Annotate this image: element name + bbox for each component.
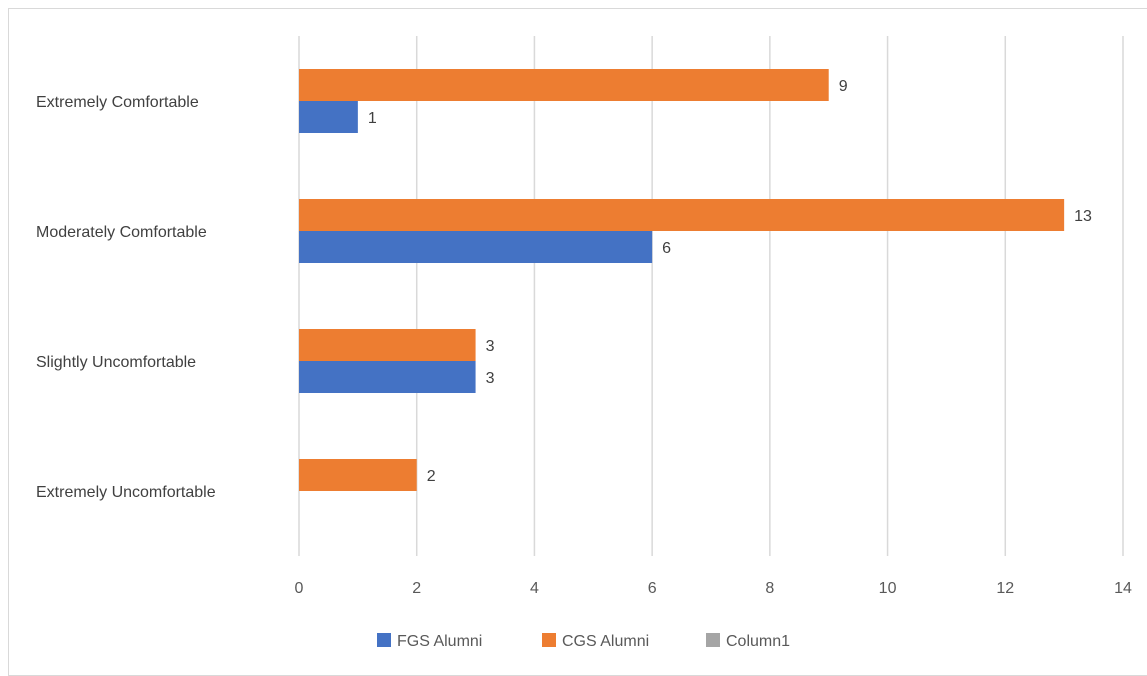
gridlines xyxy=(298,36,1124,556)
legend: FGS Alumni CGS Alumni Column1 xyxy=(377,633,790,650)
chart-frame xyxy=(8,8,1147,676)
bar-fgs-alumni xyxy=(299,101,358,133)
x-tick-label: 4 xyxy=(530,580,539,597)
data-label: 3 xyxy=(486,370,495,387)
category-label: Extremely Comfortable xyxy=(36,94,199,111)
value-labels: 2 3 3 6 13 1 9 xyxy=(368,78,1092,485)
bars xyxy=(299,69,1065,491)
bar-cgs-alumni xyxy=(299,459,417,491)
data-label: 2 xyxy=(427,468,436,485)
legend-label: FGS Alumni xyxy=(397,633,482,650)
x-tick-label: 12 xyxy=(996,580,1014,597)
x-tick-label: 2 xyxy=(412,580,421,597)
bar-fgs-alumni xyxy=(299,361,476,393)
x-tick-label: 10 xyxy=(879,580,897,597)
category-label: Moderately Comfortable xyxy=(36,224,207,241)
data-label: 9 xyxy=(839,78,848,95)
bar-cgs-alumni xyxy=(299,199,1065,231)
bar-fgs-alumni xyxy=(299,231,653,263)
data-label: 1 xyxy=(368,110,377,127)
legend-swatch xyxy=(377,633,391,647)
category-labels: Extremely Uncomfortable Slightly Uncomfor… xyxy=(36,94,216,501)
legend-swatch xyxy=(706,633,720,647)
legend-label: Column1 xyxy=(726,633,790,650)
x-tick-label: 0 xyxy=(295,580,304,597)
legend-swatch xyxy=(542,633,556,647)
x-tick-labels: 0 2 4 6 8 10 12 14 xyxy=(295,580,1132,597)
data-label: 13 xyxy=(1074,208,1092,225)
legend-label: CGS Alumni xyxy=(562,633,649,650)
bar-cgs-alumni xyxy=(299,329,476,361)
x-tick-label: 14 xyxy=(1114,580,1132,597)
x-tick-label: 6 xyxy=(648,580,657,597)
data-label: 3 xyxy=(486,338,495,355)
bar-cgs-alumni xyxy=(299,69,829,101)
x-tick-label: 8 xyxy=(765,580,774,597)
category-label: Slightly Uncomfortable xyxy=(36,354,196,371)
data-label: 6 xyxy=(662,240,671,257)
category-label: Extremely Uncomfortable xyxy=(36,484,216,501)
